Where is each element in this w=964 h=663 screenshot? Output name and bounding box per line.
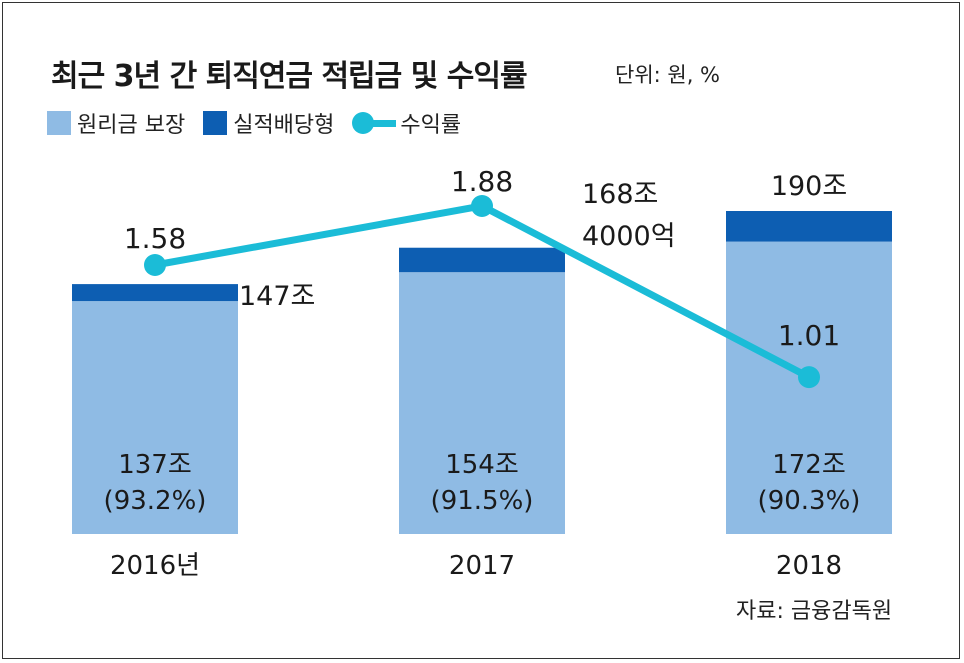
bar-performance-0 bbox=[72, 284, 238, 302]
bar-value-label-0: 137조 bbox=[118, 450, 192, 480]
return-rate-label-0: 1.58 bbox=[124, 222, 186, 255]
return-rate-label-2: 1.01 bbox=[778, 319, 840, 352]
legend-label-performance: 실적배당형 bbox=[233, 113, 335, 138]
legend-swatch-performance bbox=[203, 111, 228, 135]
total-label-1-line2: 4000억 bbox=[582, 221, 676, 252]
bar-guaranteed-1 bbox=[399, 272, 565, 534]
source-note: 자료: 금융감독원 bbox=[736, 599, 893, 624]
legend: 원리금 보장 실적배당형 수익률 bbox=[47, 106, 479, 140]
bar-guaranteed-0 bbox=[72, 301, 238, 534]
legend-item-performance: 실적배당형 bbox=[203, 107, 334, 139]
x-tick-label-1: 2017 bbox=[449, 551, 515, 581]
return-rate-point-2 bbox=[798, 366, 820, 389]
bar-value-label-2: 172조 bbox=[772, 450, 846, 480]
legend-label-return-rate: 수익률 bbox=[400, 113, 462, 138]
bar-share-label-1: (91.5%) bbox=[431, 486, 534, 516]
total-label-0: 147조 bbox=[239, 281, 315, 312]
x-tick-label-2: 2018 bbox=[776, 551, 842, 581]
return-rate-point-1 bbox=[471, 194, 493, 217]
total-label-2: 190조 bbox=[771, 171, 847, 202]
return-rate-point-0 bbox=[144, 254, 166, 276]
return-rate-label-1: 1.88 bbox=[451, 165, 513, 198]
legend-item-guaranteed: 원리금 보장 bbox=[47, 107, 185, 139]
unit-label: 단위: 원, % bbox=[615, 63, 721, 87]
bar-performance-1 bbox=[399, 247, 565, 273]
bar-performance-2 bbox=[726, 211, 892, 242]
chart-title: 최근 3년 간 퇴직연금 적립금 및 수익률 bbox=[51, 59, 528, 94]
bar-value-label-1: 154조 bbox=[445, 450, 519, 480]
bar-share-label-0: (93.2%) bbox=[104, 486, 207, 516]
x-tick-label-0: 2016년 bbox=[110, 551, 200, 581]
bar-share-label-2: (90.3%) bbox=[758, 486, 861, 516]
legend-item-return-rate: 수익률 bbox=[352, 107, 461, 139]
legend-swatch-guaranteed bbox=[47, 111, 71, 135]
total-label-1-line1: 168조 bbox=[582, 179, 658, 210]
plot-area: 137조 (93.2%) 2016년 154조 (91.5%) 2017 172조 (90.3… bbox=[72, 165, 892, 581]
legend-label-guaranteed: 원리금 보장 bbox=[77, 113, 186, 138]
legend-line-marker bbox=[352, 111, 397, 135]
